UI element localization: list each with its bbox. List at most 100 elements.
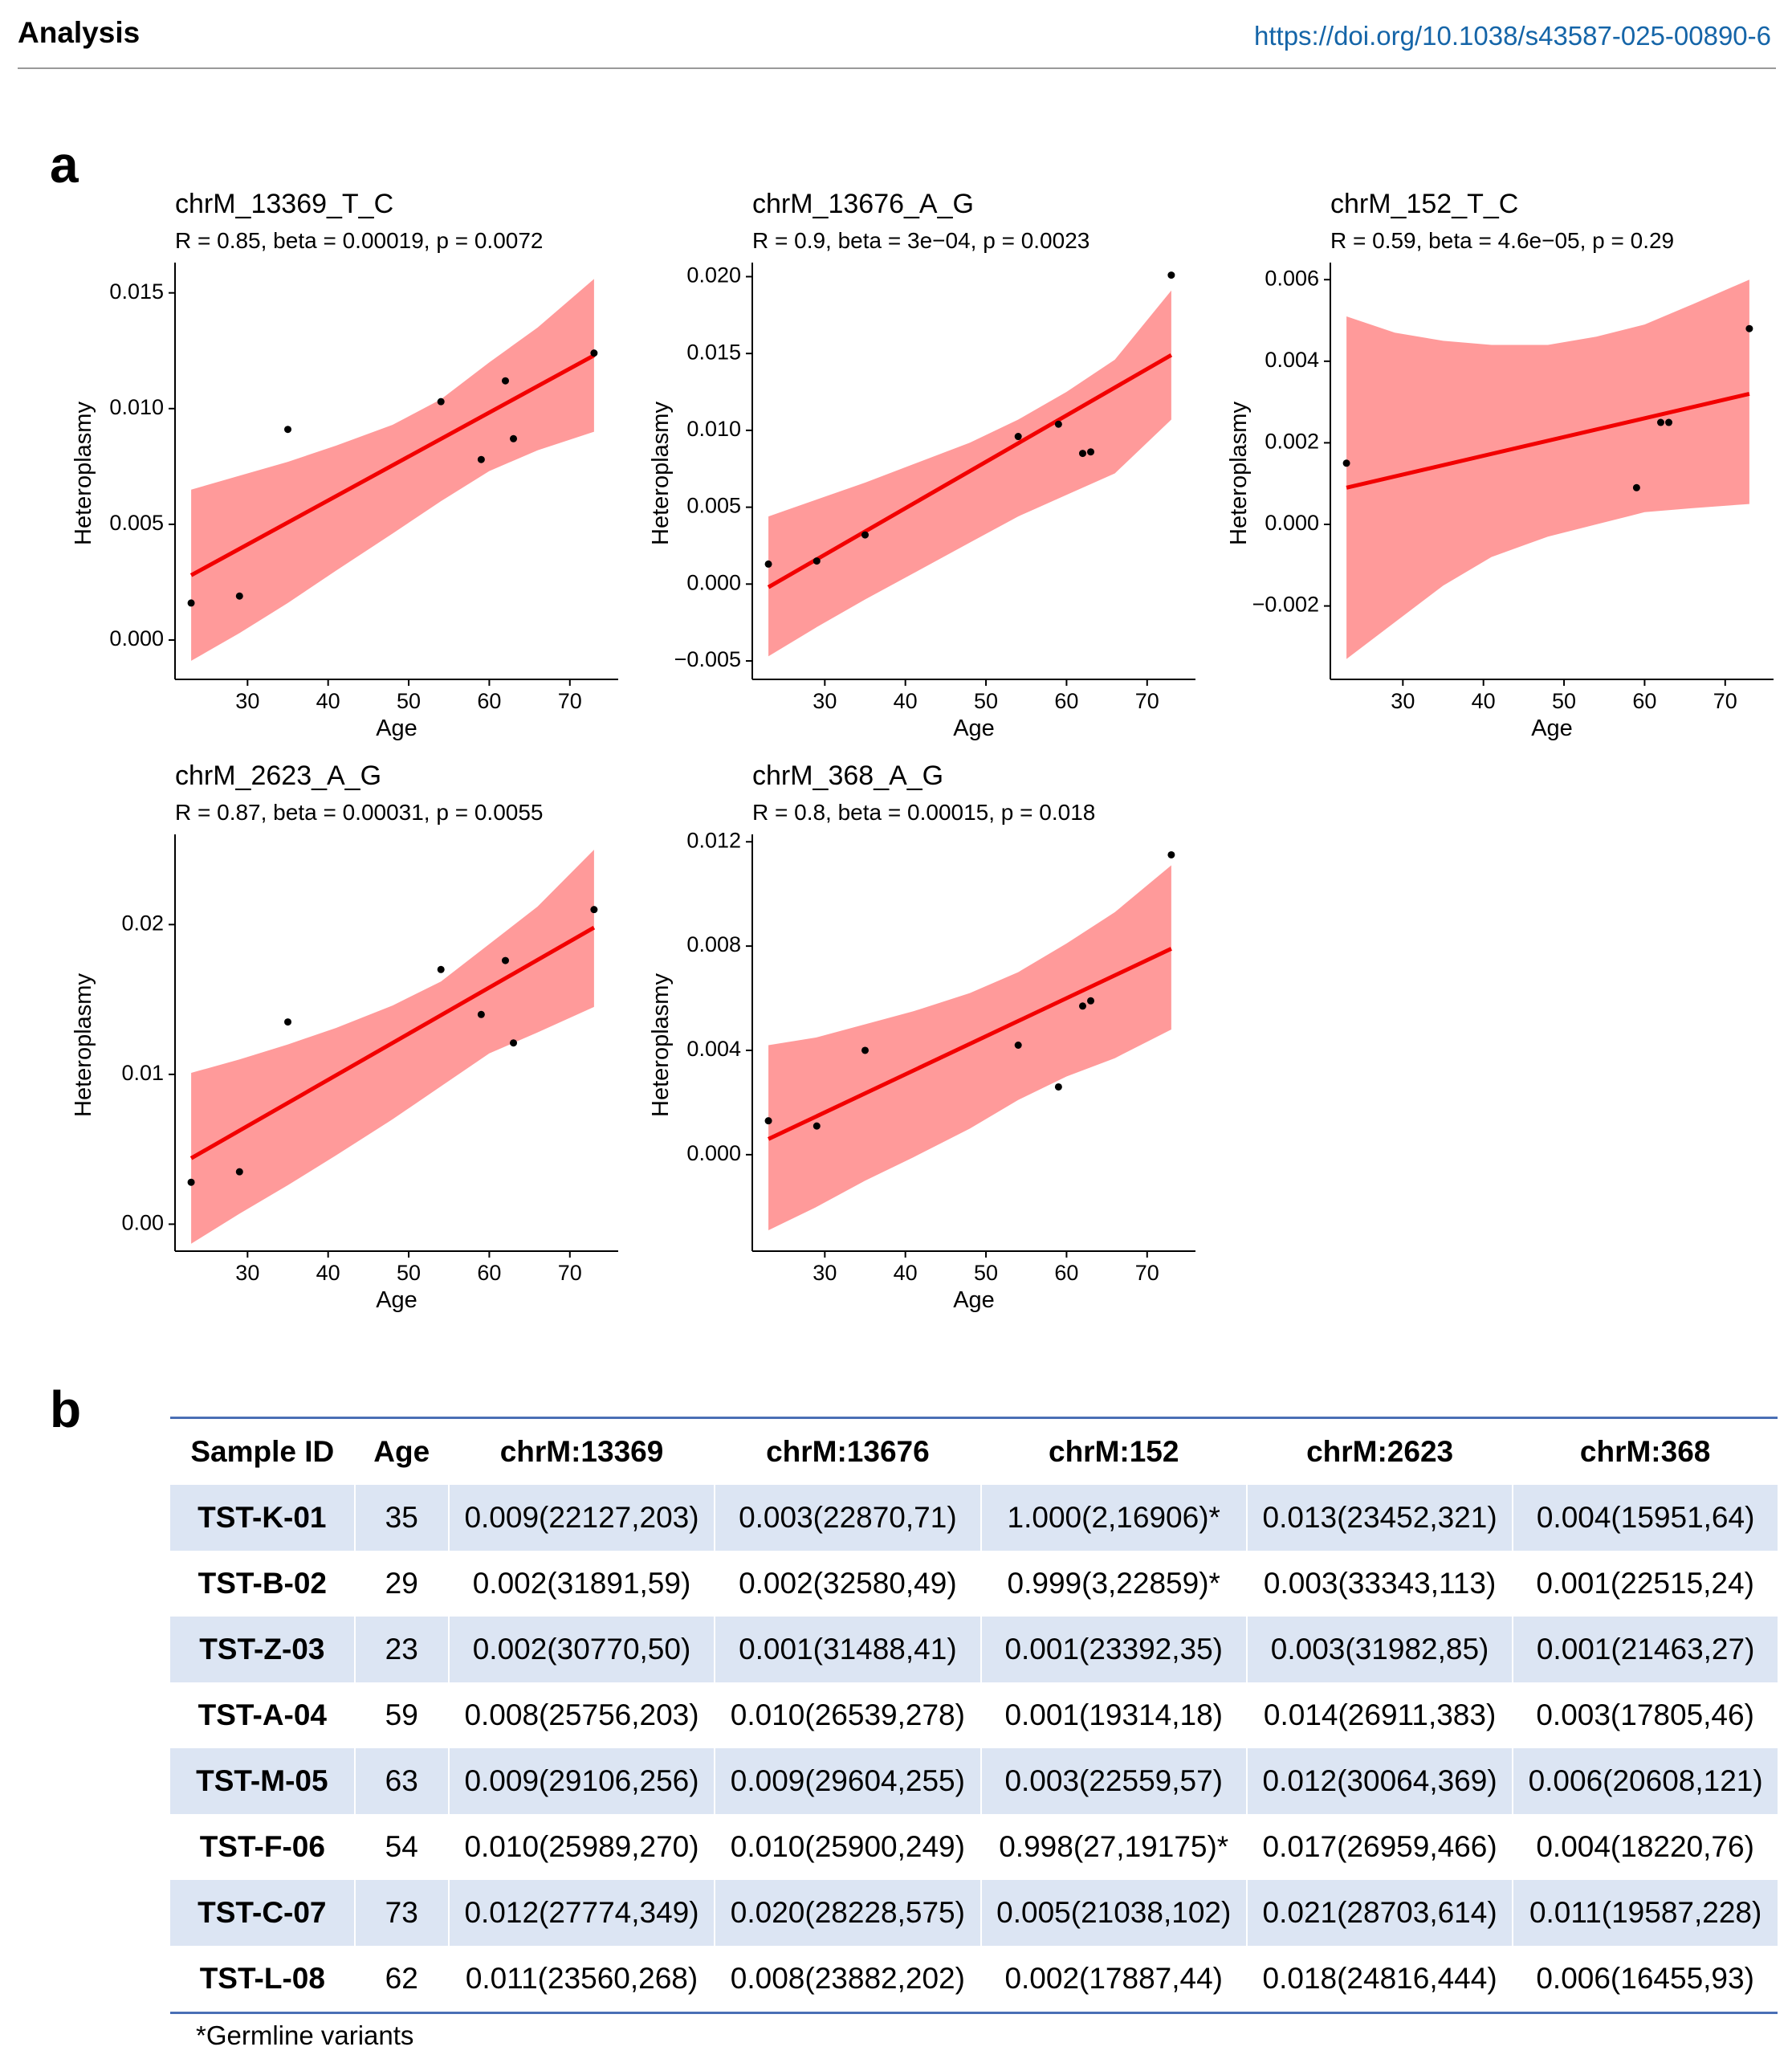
plot-title: chrM_368_A_G xyxy=(752,760,943,791)
x-axis-label: Age xyxy=(376,716,417,741)
x-tick-label: 60 xyxy=(477,689,501,713)
plot-title: chrM_152_T_C xyxy=(1330,189,1518,219)
x-tick-label: 50 xyxy=(397,689,421,713)
x-tick-label: 40 xyxy=(316,1261,340,1285)
plot-title: chrM_13676_A_G xyxy=(752,189,974,219)
heteroplasmy-cell: 0.010(26539,278) xyxy=(730,1698,965,1731)
x-tick-label: 60 xyxy=(477,1261,501,1285)
x-tick-label: 30 xyxy=(813,689,837,713)
heteroplasmy-cell: 0.003(31982,85) xyxy=(1245,1617,1513,1682)
data-point xyxy=(437,965,445,973)
panel-a-label: a xyxy=(50,136,79,194)
x-tick-label: 60 xyxy=(1054,1261,1078,1285)
heteroplasmy-cell: 0.003(33343,113) xyxy=(1263,1567,1497,1600)
heteroplasmy-cell: 0.017(26959,466) xyxy=(1262,1830,1497,1863)
plot-stats: R = 0.59, beta = 4.6e−05, p = 0.29 xyxy=(1330,228,1674,253)
regression-line xyxy=(1346,392,1750,490)
table-row: TST-K-01 35 0.009(22127,203) 0.003(22870,71… xyxy=(170,1485,1778,1551)
data-point xyxy=(813,1122,821,1130)
heteroplasmy-cell: 0.021(28703,614) xyxy=(1245,1880,1513,1946)
plot-title: chrM_13369_T_C xyxy=(175,189,393,219)
heteroplasmy-cell: 0.004(18220,76) xyxy=(1536,1830,1754,1863)
data-point xyxy=(477,1010,485,1018)
y-tick-label: 0.010 xyxy=(109,395,164,419)
x-tick-label: 30 xyxy=(813,1261,837,1285)
confidence-band xyxy=(1346,279,1749,659)
heteroplasmy-cell: 0.999(3,22859)* xyxy=(1007,1567,1220,1600)
y-tick-label: 0.002 xyxy=(1265,430,1319,454)
data-point xyxy=(501,377,509,385)
x-tick-label: 50 xyxy=(397,1261,421,1285)
heteroplasmy-cell: 0.010(25900,249) xyxy=(730,1830,965,1863)
data-point xyxy=(235,1168,243,1176)
column-header: chrM:368 xyxy=(1579,1435,1711,1468)
plot-stats: R = 0.85, beta = 0.00019, p = 0.0072 xyxy=(175,228,544,253)
heteroplasmy-cell: 0.008(25756,203) xyxy=(464,1698,699,1731)
age-cell: 23 xyxy=(353,1617,449,1682)
heteroplasmy-cell: 0.020(28228,575) xyxy=(714,1880,981,1946)
x-axis-label: Age xyxy=(953,716,995,741)
heteroplasmy-table: Sample ID Age chrM:13369 chrM:13676 chrM… xyxy=(170,1417,1778,2014)
y-tick-label: 0.020 xyxy=(686,263,741,287)
scatter-plot: chrM_2623_A_G R = 0.87, beta = 0.00031, p… xyxy=(71,760,618,1313)
data-point xyxy=(1078,1002,1086,1010)
y-axis-label: Heteroplasmy xyxy=(71,402,96,545)
table-row: TST-A-04 59 0.008(25756,203) 0.010(26539,27… xyxy=(170,1682,1778,1748)
regression-line xyxy=(768,947,1172,1141)
scatter-plot: chrM_13369_T_C R = 0.85, beta = 0.00019, … xyxy=(71,189,618,741)
heteroplasmy-cell: 0.001(21463,27) xyxy=(1512,1617,1778,1682)
y-axis-label: Heteroplasmy xyxy=(1226,402,1252,545)
age-cell: 35 xyxy=(353,1485,449,1551)
heteroplasmy-cell: 0.009(29106,256) xyxy=(447,1748,715,1814)
data-point xyxy=(1167,850,1175,858)
y-tick-label: 0.01 xyxy=(121,1061,164,1085)
heteroplasmy-cell: 0.003(17805,46) xyxy=(1536,1698,1754,1731)
data-point xyxy=(764,1117,772,1125)
y-tick-label: 0.000 xyxy=(1265,511,1319,535)
data-point xyxy=(187,599,195,607)
column-header: chrM:13676 xyxy=(766,1435,930,1468)
heteroplasmy-cell: 0.003(22870,71) xyxy=(714,1485,981,1551)
y-tick-label: 0.000 xyxy=(686,570,741,594)
table-header-row: Sample ID Age chrM:13369 chrM:13676 chrM… xyxy=(170,1418,1778,1486)
regression-line xyxy=(189,353,596,577)
heteroplasmy-cell: 0.011(23560,268) xyxy=(465,1962,698,1995)
plot-stats: R = 0.87, beta = 0.00031, p = 0.0055 xyxy=(175,800,544,825)
sample-id-cell: TST-K-01 xyxy=(170,1485,355,1551)
table-row: TST-B-02 29 0.002(31891,59) 0.002(32580,49)… xyxy=(170,1551,1778,1617)
heteroplasmy-cell: 0.002(31891,59) xyxy=(472,1567,691,1600)
scatter-plot-grid: chrM_13369_T_C R = 0.85, beta = 0.00019, … xyxy=(71,189,1774,1313)
y-tick-label: 0.008 xyxy=(686,932,741,956)
regression-line xyxy=(189,925,596,1160)
sample-id-cell: TST-B-02 xyxy=(198,1567,328,1600)
y-tick-label: 0.015 xyxy=(686,340,741,364)
y-tick-label: 0.000 xyxy=(686,1141,741,1165)
data-point xyxy=(861,1046,870,1054)
column-header: chrM:13369 xyxy=(499,1435,664,1468)
heteroplasmy-cell: 0.006(20608,121) xyxy=(1512,1748,1778,1814)
y-tick-label: 0.015 xyxy=(109,279,164,304)
x-axis-label: Age xyxy=(376,1287,417,1313)
data-point xyxy=(1665,418,1673,426)
heteroplasmy-cell: 0.001(31488,41) xyxy=(714,1617,981,1682)
y-tick-label: −0.002 xyxy=(1252,593,1319,617)
x-tick-label: 30 xyxy=(1391,689,1415,713)
y-tick-label: 0.006 xyxy=(1265,266,1319,290)
data-point xyxy=(284,426,292,434)
heteroplasmy-cell: 0.006(16455,93) xyxy=(1536,1962,1754,1995)
x-tick-label: 40 xyxy=(316,689,340,713)
header-divider xyxy=(18,67,1776,69)
scatter-plot: chrM_152_T_C R = 0.59, beta = 4.6e−05, p … xyxy=(1226,189,1774,741)
x-axis-label: Age xyxy=(953,1287,995,1313)
age-cell: 54 xyxy=(385,1830,418,1863)
sample-id-cell: TST-A-04 xyxy=(198,1698,328,1731)
heteroplasmy-cell: 0.012(30064,369) xyxy=(1245,1748,1513,1814)
plot-stats: R = 0.8, beta = 0.00015, p = 0.018 xyxy=(752,800,1095,825)
table-body: TST-K-01 35 0.009(22127,203) 0.003(22870,71… xyxy=(170,1485,1778,2013)
data-point xyxy=(813,557,821,565)
data-point xyxy=(1014,1042,1022,1049)
data-point xyxy=(1014,433,1022,441)
data-point xyxy=(590,906,598,914)
doi-link[interactable]: https://doi.org/10.1038/s43587-025-00890… xyxy=(1254,21,1771,51)
table-row: TST-Z-03 23 0.002(30770,50) 0.001(31488,41)… xyxy=(170,1617,1778,1682)
